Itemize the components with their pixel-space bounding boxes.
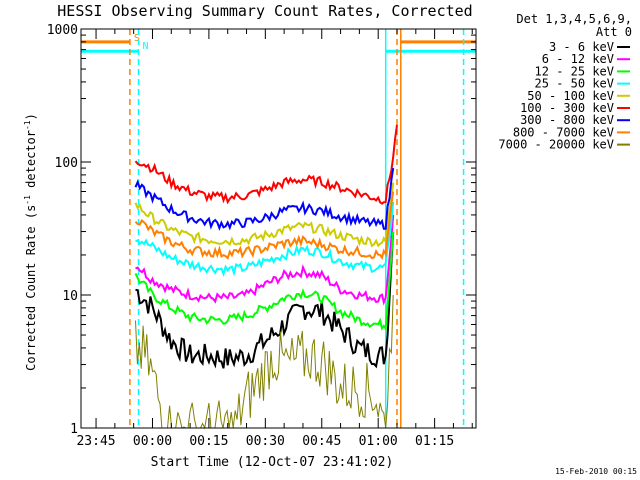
y-tick-label: 10 bbox=[62, 289, 78, 304]
series-line-7 bbox=[134, 191, 395, 261]
series-line-6 bbox=[134, 167, 395, 231]
y-axis-label: Corrected Count Rate (s-1 detector-1) bbox=[23, 113, 38, 371]
x-axis-label: Start Time (12-Oct-07 23:41:02) bbox=[151, 455, 394, 470]
y-axis-label-mid: detector bbox=[24, 130, 38, 195]
legend-header-1: Det 1,3,4,5,6,9, bbox=[516, 12, 632, 26]
footer-timestamp: 15-Feb-2010 00:15 bbox=[555, 467, 637, 476]
legend-label: 12 - 25 keV bbox=[535, 64, 614, 78]
marker-label-n: N bbox=[143, 41, 149, 52]
plot-frame bbox=[80, 28, 477, 429]
x-ticks: 23:45 00:00 00:15 00:30 00:45 01:00 01:15 bbox=[76, 29, 473, 449]
series-line-2 bbox=[134, 231, 395, 332]
x-tick-label: 23:45 bbox=[76, 434, 115, 449]
legend-label: 7000 - 20000 keV bbox=[498, 138, 614, 152]
y-ticks: 1 10 100 1000 bbox=[47, 23, 476, 437]
x-tick-label: 00:00 bbox=[133, 434, 172, 449]
y-tick-label: 1 bbox=[70, 422, 78, 437]
y-tick-label: 1000 bbox=[47, 23, 78, 38]
y-axis-label-exp1: -1 bbox=[23, 195, 32, 205]
legend-label: 3 - 6 keV bbox=[549, 40, 614, 54]
legend-label: 800 - 7000 keV bbox=[513, 125, 614, 139]
legend-label: 25 - 50 keV bbox=[535, 77, 614, 91]
y-axis-label-end: ) bbox=[24, 113, 38, 120]
marker-label-s: S bbox=[134, 33, 140, 44]
series-line-4 bbox=[134, 182, 395, 248]
plot-area: SN 1 10 100 1000 23:45 00:00 00:15 00:30 00:45 01:… bbox=[47, 23, 477, 449]
legend-label: 6 - 12 keV bbox=[542, 52, 614, 66]
y-axis-label-exp2: -1 bbox=[23, 120, 32, 130]
legend-label: 50 - 100 keV bbox=[527, 89, 614, 103]
y-axis-label-main: Corrected Count Rate (s bbox=[24, 205, 38, 371]
svg-text:Corrected Count Rate (s-1 dete: Corrected Count Rate (s-1 detector-1) bbox=[23, 113, 38, 371]
legend-header-2: Att 0 bbox=[596, 25, 632, 39]
y-tick-label: 100 bbox=[55, 156, 78, 171]
x-tick-label: 01:00 bbox=[359, 434, 398, 449]
legend-label: 100 - 300 keV bbox=[520, 101, 614, 115]
series-line-1 bbox=[135, 214, 395, 306]
series-line-5 bbox=[134, 124, 398, 205]
legend-label: 300 - 800 keV bbox=[520, 113, 614, 127]
series-line-3 bbox=[135, 201, 395, 277]
x-tick-label: 00:45 bbox=[302, 434, 341, 449]
series-line-0 bbox=[135, 231, 395, 369]
x-tick-label: 01:15 bbox=[415, 434, 454, 449]
chart-title: HESSI Observing Summary Count Rates, Cor… bbox=[57, 2, 472, 20]
x-tick-label: 00:15 bbox=[189, 434, 228, 449]
x-tick-label: 00:30 bbox=[246, 434, 285, 449]
series-line-8 bbox=[135, 294, 394, 430]
